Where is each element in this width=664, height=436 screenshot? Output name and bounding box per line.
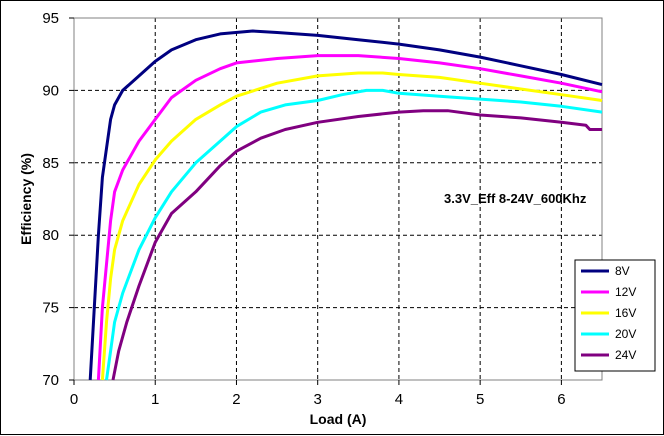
y-tick-label: 75 [42, 300, 59, 317]
series-line-12V [96, 54, 603, 381]
legend-label-24V: 24V [615, 348, 636, 362]
legend-label-20V: 20V [615, 327, 636, 341]
legend: 8V 12V 16V 20V 24V [574, 259, 656, 372]
legend-label-12V: 12V [615, 285, 636, 299]
legend-label-16V: 16V [615, 306, 636, 320]
series-lines [88, 29, 603, 381]
y-tick-label: 70 [42, 372, 59, 389]
x-tick-label: 4 [395, 391, 403, 408]
x-tick-label: 6 [557, 391, 565, 408]
x-tick-label: 1 [151, 391, 159, 408]
y-tick-label: 80 [42, 227, 59, 244]
tick-labels: 0 1 2 3 4 5 6 70 75 80 85 90 95 [42, 10, 565, 408]
y-tick-label: 85 [42, 155, 59, 172]
x-tick-label: 2 [232, 391, 240, 408]
series-line-20V [105, 88, 603, 381]
x-tick-label: 5 [476, 391, 484, 408]
series-line-24V [111, 109, 602, 381]
y-axis-title: Efficiency (%) [18, 153, 34, 245]
x-tick-label: 3 [314, 391, 322, 408]
chart-annotation: 3.3V_Eff 8-24V_600Khz [444, 191, 587, 206]
y-tick-label: 95 [42, 10, 59, 27]
y-tick-label: 90 [42, 82, 59, 99]
x-axis-title: Load (A) [310, 411, 367, 427]
plot-area [73, 17, 603, 381]
grid-lines [74, 18, 602, 380]
legend-label-8V: 8V [615, 264, 630, 278]
series-line-8V [88, 29, 603, 381]
legend-box [574, 259, 656, 372]
x-tick-label: 0 [70, 391, 78, 408]
series-line-16V [100, 71, 603, 381]
